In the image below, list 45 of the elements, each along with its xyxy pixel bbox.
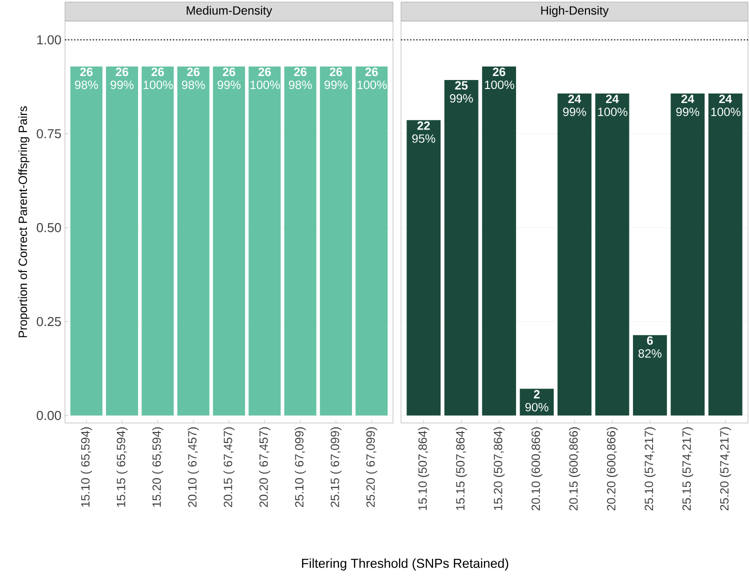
x-tick-label: 20.20 ( 67,457) <box>259 427 270 508</box>
annotation: 26 98% <box>288 68 312 90</box>
y-tick-label: 0.25 <box>36 316 61 326</box>
x-tick-label: 15.15 ( 65,594) <box>116 427 128 507</box>
annotation: 26 98% <box>74 68 98 90</box>
x-tick-label: 15.10 ( 65,594) <box>80 427 92 507</box>
annotation: 24 100% <box>598 94 628 116</box>
annotation: 22 95% <box>412 121 436 143</box>
x-tick-label: 15.20 (507,864) <box>494 427 505 510</box>
annotation: 26 100% <box>358 68 387 90</box>
y-tick-label: 0.50 <box>36 223 61 232</box>
annotation: 26 99% <box>218 68 241 90</box>
x-tick-label: 25.20 (574,217) <box>720 427 731 510</box>
x-tick-label: 25.20 ( 67,099) <box>366 427 378 508</box>
y-tick-label: 0.75 <box>36 129 61 138</box>
annotation: 26 100% <box>144 68 173 90</box>
x-tick-label: 25.15 ( 67,099) <box>330 427 342 508</box>
y-axis-title: Proportion of Correct Parent-Offspring Pairs <box>18 106 30 338</box>
annotation: 26 99% <box>324 68 348 90</box>
x-tick-label: 15.20 ( 65,594) <box>152 427 164 507</box>
x-tick-label: 15.10 (507,864) <box>418 427 430 510</box>
y-tick-label: 0.00 <box>36 410 61 420</box>
x-tick-label: 15.15 (507,864) <box>456 427 467 510</box>
annotation: 2 90% <box>525 390 548 412</box>
x-axis-title: Filtering Threshold (SNPs Retained) <box>302 558 508 570</box>
annotation: 24 99% <box>563 94 586 116</box>
x-tick-label: 25.10 ( 67,099) <box>294 427 306 508</box>
chart-title: Medium-Density <box>186 6 272 18</box>
annotation: 24 100% <box>711 94 741 116</box>
annotation: 25 99% <box>450 81 473 103</box>
x-tick-label: 20.15 (600,866) <box>568 427 580 510</box>
x-tick-label: 20.10 (600,866) <box>531 427 542 510</box>
annotation: 26 99% <box>110 68 134 90</box>
annotation: 26 100% <box>484 68 514 90</box>
annotation: 24 99% <box>676 94 700 116</box>
y-tick-label: 1.00 <box>37 35 61 44</box>
x-tick-label: 25.15 (574,217) <box>682 427 694 510</box>
annotation: 6 82% <box>638 336 662 358</box>
x-tick-label: 20.15 ( 67,457) <box>223 427 235 508</box>
x-tick-label: 25.10 (574,217) <box>644 427 656 510</box>
chart-title: High-Density <box>541 6 609 18</box>
x-tick-label: 20.20 (600,866) <box>606 427 618 510</box>
annotation: 26 100% <box>250 68 280 90</box>
x-tick-label: 20.10 ( 67,457) <box>188 427 199 508</box>
annotation: 26 98% <box>182 68 205 90</box>
